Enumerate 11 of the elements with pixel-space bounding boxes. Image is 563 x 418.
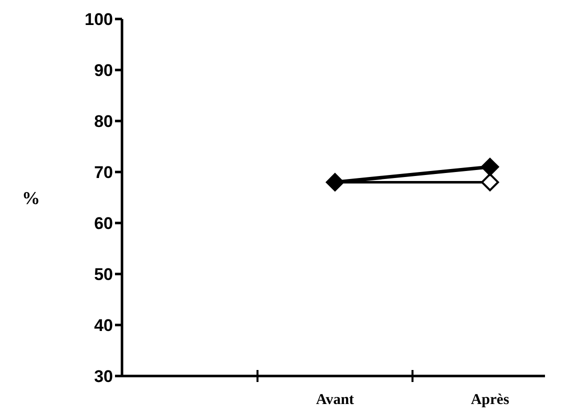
y-tick-label: 30 — [94, 367, 113, 386]
y-tick-label: 50 — [94, 265, 113, 284]
y-tick-label: 40 — [94, 316, 113, 336]
y-tick-label: 70 — [94, 163, 113, 182]
y-tick-label: 60 — [94, 214, 113, 234]
y-tick-label: 80 — [94, 112, 113, 132]
y-axis-title: % — [22, 188, 40, 208]
x-tick-label: Après — [470, 392, 510, 408]
y-tick-label: 90 — [94, 61, 113, 80]
y-tick-label: 100 — [84, 10, 113, 30]
x-tick-label: Avant — [316, 392, 354, 408]
